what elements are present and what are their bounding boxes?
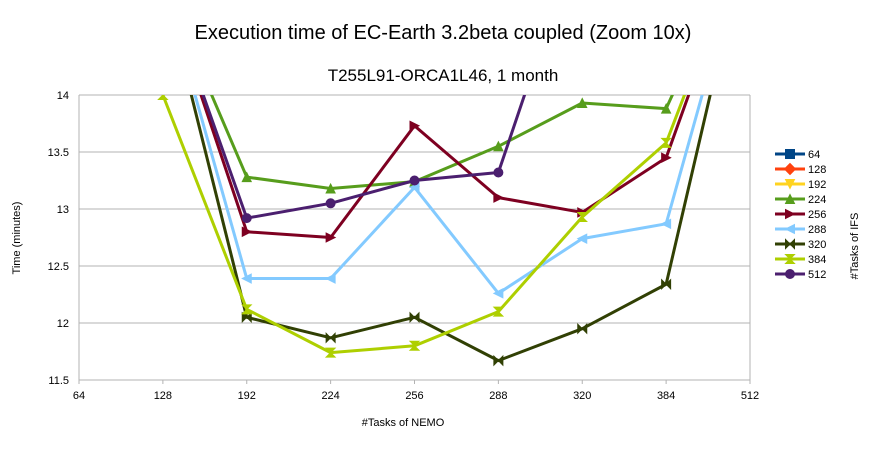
secondary-axis-label: #Tasks of IFS	[849, 213, 861, 280]
data-point	[660, 218, 672, 230]
series-line	[193, 95, 704, 295]
y-tick-label: 13	[57, 204, 69, 216]
legend-marker	[785, 149, 795, 159]
legend-item: 192	[775, 179, 826, 191]
data-point	[325, 198, 336, 209]
data-point	[157, 95, 169, 100]
x-tick-label: 64	[73, 390, 85, 402]
y-tick-label: 11.5	[48, 375, 69, 387]
legend-marker	[785, 269, 795, 279]
data-point	[577, 322, 588, 335]
legend-item: 512	[775, 269, 826, 281]
data-point	[241, 213, 252, 224]
data-point	[576, 233, 588, 244]
x-tick-label: 288	[489, 390, 507, 402]
legend-marker	[783, 162, 797, 176]
legend-item: 320	[775, 238, 826, 251]
x-tick-label: 192	[238, 390, 256, 402]
series-line	[199, 95, 691, 239]
legend-item: 384	[775, 254, 826, 266]
data-point	[324, 347, 337, 358]
series-line	[161, 95, 687, 355]
x-tick-label: 224	[321, 390, 339, 402]
series-512	[201, 95, 527, 224]
legend-label: 256	[808, 209, 826, 221]
data-point	[492, 288, 504, 299]
x-tick-label: 128	[154, 390, 172, 402]
y-axis-ticks: 11.5 12 12.5 13 13.5 14	[48, 90, 69, 387]
legend-item: 128	[775, 162, 826, 176]
data-point	[493, 140, 504, 152]
y-tick-label: 14	[57, 90, 69, 102]
y-tick-label: 12	[57, 318, 69, 330]
legend-label: 224	[808, 194, 826, 206]
data-point	[325, 232, 337, 243]
x-tick-label: 256	[405, 390, 423, 402]
legend-label: 128	[808, 164, 826, 176]
data-point	[661, 278, 672, 290]
data-point	[241, 304, 253, 315]
series-384	[157, 95, 687, 358]
legend: 64 128 192 224 256 288 320 384 512	[775, 149, 826, 281]
legend-label: 384	[808, 254, 826, 266]
data-point	[493, 354, 504, 367]
data-point	[409, 120, 421, 132]
series-320	[189, 95, 712, 367]
legend-label: 192	[808, 179, 826, 191]
data-point	[661, 152, 672, 164]
series-288	[193, 95, 704, 299]
data-point	[576, 97, 588, 108]
legend-item: 256	[775, 208, 826, 221]
data-point	[493, 167, 504, 178]
legend-label: 64	[808, 149, 820, 161]
data-point	[325, 332, 336, 344]
legend-label: 512	[808, 269, 826, 281]
legend-marker	[784, 223, 795, 235]
series-line	[210, 95, 674, 190]
series-group	[157, 95, 712, 367]
data-point	[241, 171, 253, 183]
data-point	[660, 137, 672, 148]
y-tick-label: 13.5	[48, 147, 69, 159]
data-point	[325, 182, 336, 194]
legend-item: 224	[775, 193, 826, 206]
series-line	[201, 95, 527, 220]
series-line	[189, 95, 712, 363]
data-point	[409, 311, 420, 324]
legend-marker	[784, 193, 796, 204]
data-point	[409, 175, 420, 186]
data-point	[241, 273, 252, 284]
legend-marker	[784, 179, 796, 190]
x-tick-label: 512	[741, 390, 759, 402]
legend-label: 288	[808, 224, 826, 236]
y-axis-label: Time (minutes)	[11, 202, 23, 275]
legend-item: 288	[775, 223, 826, 236]
chart-subtitle: T255L91-ORCA1L46, 1 month	[328, 66, 559, 85]
data-point	[660, 103, 672, 114]
x-tick-label: 384	[657, 390, 675, 402]
data-point	[408, 340, 421, 351]
legend-label: 320	[808, 239, 826, 251]
legend-item: 64	[775, 149, 820, 161]
data-point	[241, 226, 253, 238]
data-point	[576, 211, 588, 222]
y-tick-label: 12.5	[48, 261, 69, 273]
legend-marker	[784, 254, 796, 264]
legend-marker	[785, 238, 795, 250]
data-point	[492, 306, 505, 317]
x-axis-label: #Tasks of NEMO	[362, 417, 445, 429]
data-point	[325, 273, 336, 284]
legend-marker	[785, 208, 796, 220]
chart-title: Execution time of EC-Earth 3.2beta coupl…	[195, 22, 692, 44]
x-tick-label: 320	[573, 390, 591, 402]
x-axis-ticks: 64 128 192 224 256 288 320 384 512	[73, 390, 759, 402]
data-point	[493, 192, 504, 203]
